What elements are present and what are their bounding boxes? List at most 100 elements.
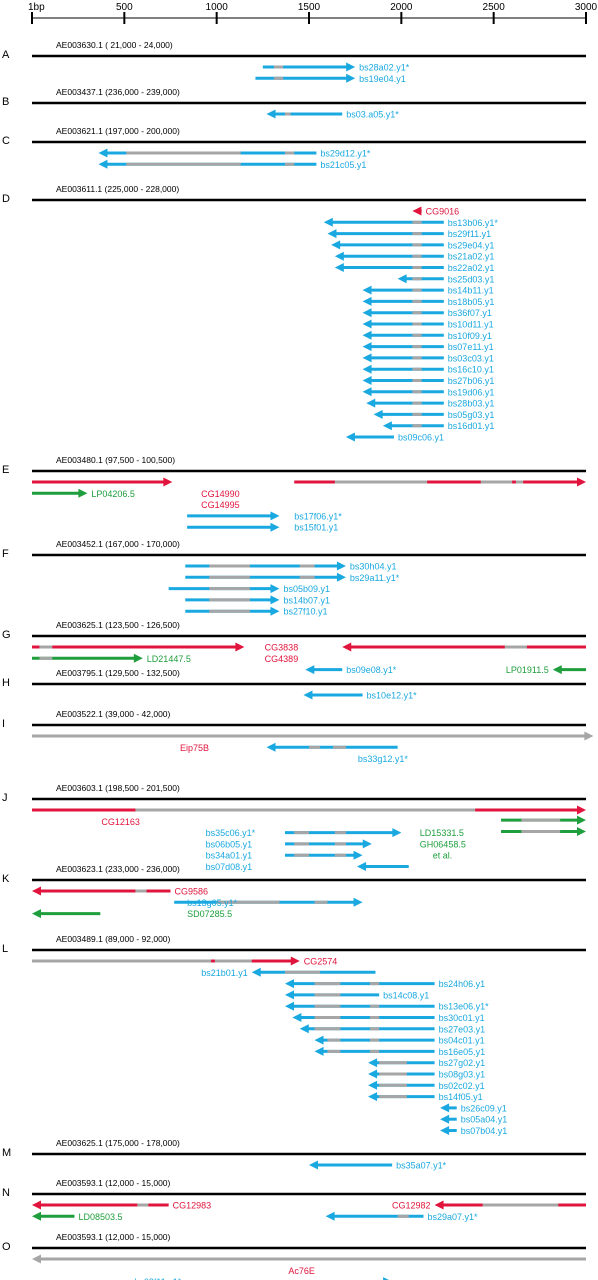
track-label: bs21a02.y1 xyxy=(448,252,495,262)
track-label: bs09e08.y1* xyxy=(346,665,397,675)
alignment-track: bs04c01.y1 xyxy=(314,1035,485,1046)
panel-letter: H xyxy=(2,677,10,689)
track-label: bs07e11.y1 xyxy=(448,342,494,352)
alignment-track: bs21b01.y1 xyxy=(201,967,376,978)
scale-tick-label: 1500 xyxy=(298,2,321,13)
alignment-panels: A AE003630.1 ( 21,000 - 24,000) bs28a02.y1… xyxy=(2,40,594,1280)
alignment-track: bs13b06.y1* xyxy=(323,217,498,228)
alignment-track: bs29a11.y1* xyxy=(185,572,400,583)
track-arrowhead xyxy=(362,839,372,849)
panel-title: AE003489.1 (89,000 - 92,000) xyxy=(56,934,171,944)
panel-c: C AE003621.1 (197,000 - 200,000) bs29d12.y… xyxy=(2,126,586,170)
alignment-track: bs28b03.y1 xyxy=(366,398,495,409)
alignment-track: bs09e08.y1* xyxy=(305,665,397,675)
annotation-label: bs13g05.y1* xyxy=(187,898,238,908)
track-label: bs03c03.y1 xyxy=(448,353,494,363)
alignment-track xyxy=(32,805,586,815)
annotation-label: bs06b05.y1 xyxy=(206,839,253,849)
panel-title: AE003611.1 (225,000 - 228,000) xyxy=(56,184,179,194)
track-arrowhead xyxy=(133,653,143,663)
track-arrowhead xyxy=(577,815,586,825)
alignment-track: bs16c10.y1 xyxy=(362,364,494,375)
alignment-track: bs08g03.y1 xyxy=(368,1069,485,1080)
track-label: bs28b03.y1 xyxy=(448,399,495,409)
track-arrowhead xyxy=(270,511,280,521)
track-arrowhead xyxy=(577,805,586,815)
track-arrowhead xyxy=(577,477,586,487)
panel-f: F AE003452.1 (167,000 - 170,000) bs30h04.y… xyxy=(2,539,586,617)
panel-title: AE003621.1 (197,000 - 200,000) xyxy=(56,126,180,136)
panel-letter: L xyxy=(2,943,8,955)
panel-letter: A xyxy=(2,49,10,61)
alignment-track: bs14b11.y1 xyxy=(362,285,494,296)
track-label: bs25d03.y1 xyxy=(448,274,495,284)
track-label: LP04206.5 xyxy=(91,489,135,499)
alignment-track: bs25d03.y1 xyxy=(397,274,495,284)
alignment-track xyxy=(284,828,402,838)
track-arrowhead xyxy=(362,285,372,295)
alignment-track xyxy=(342,642,586,652)
track-arrowhead xyxy=(270,584,280,594)
panel-title: AE003593.1 (12,000 - 15,000) xyxy=(56,1232,171,1242)
alignment-track: bs03f11.y1* xyxy=(134,1277,389,1280)
track-arrowhead xyxy=(32,1211,41,1221)
track-arrowhead xyxy=(362,330,372,340)
track-label: bs29a07.y1* xyxy=(427,1212,478,1222)
track-label: bs36f07.y1 xyxy=(448,308,492,318)
track-arrowhead xyxy=(346,73,356,83)
track-arrowhead xyxy=(397,274,407,284)
track-arrowhead xyxy=(357,862,367,871)
annotation-label: CG3838 xyxy=(265,643,299,653)
alignment-track: CG9586 xyxy=(32,886,208,897)
track-label: bs27b06.y1 xyxy=(448,376,495,386)
track-label: bs29f11.y1 xyxy=(448,229,491,239)
panel-letter: M xyxy=(2,1147,11,1159)
track-label: bs18b05.y1 xyxy=(448,297,495,307)
track-arrowhead xyxy=(382,421,392,431)
alignment-track: bs07b04.y1 xyxy=(440,1126,507,1136)
alignment-track xyxy=(32,731,594,741)
track-arrowhead xyxy=(336,572,346,582)
alignment-track: bs24h06.y1 xyxy=(284,979,485,989)
track-label: bs10e12.y1* xyxy=(367,691,418,701)
track-arrowhead xyxy=(32,909,41,919)
track-label: bs13e06.y1* xyxy=(439,1002,490,1012)
alignment-track xyxy=(32,1254,586,1264)
track-label: bs16c10.y1 xyxy=(448,365,494,375)
alignment-track: bs30h04.y1 xyxy=(185,561,396,572)
alignment-track: bs26c09.y1 xyxy=(440,1103,507,1113)
alignment-track: bs30c01.y1 xyxy=(292,1013,485,1023)
alignment-track: LD21447.5 xyxy=(32,653,191,664)
annotation-label: CG14990 xyxy=(201,489,240,499)
panel-letter: D xyxy=(2,193,10,205)
track-arrowhead xyxy=(163,477,173,487)
alignment-track: bs09c06.y1 xyxy=(345,432,444,443)
track-arrowhead xyxy=(362,387,372,397)
track-arrowhead xyxy=(284,990,294,1000)
bp-scale: 1bp 500 1000 1500 2000 2500 3000 xyxy=(28,2,598,24)
annotation-label: bs15f01.y1 xyxy=(294,523,338,533)
alignment-track: bs16e05.y1 xyxy=(314,1046,485,1057)
track-arrowhead xyxy=(309,1160,318,1170)
track-arrowhead xyxy=(78,488,88,498)
alignment-track: bs05b09.y1 xyxy=(168,584,330,594)
track-label: bs09c06.y1 xyxy=(398,433,444,443)
track-label: bs19e04.y1 xyxy=(359,74,406,84)
panel-letter: B xyxy=(2,96,9,108)
panel-title: AE003522.1 (39,000 - 42,000) xyxy=(56,709,171,719)
panel-title: AE003437.1 (236,000 - 239,000) xyxy=(56,87,180,97)
alignment-track xyxy=(266,742,398,752)
track-label: LD08503.5 xyxy=(78,1212,122,1222)
panel-e: E AE003480.1 (97,500 - 100,500) LP04206.5 C… xyxy=(2,455,586,533)
track-arrowhead xyxy=(362,296,372,306)
track-arrowhead xyxy=(362,364,372,374)
annotation-label: Ac76E xyxy=(288,1266,315,1276)
track-arrowhead xyxy=(353,897,363,907)
track-label: bs14b07.y1 xyxy=(283,595,330,605)
alignment-track: bs29d12.y1* xyxy=(98,148,371,159)
track-arrowhead xyxy=(270,595,280,605)
track-arrowhead xyxy=(368,1058,378,1068)
track-arrowhead xyxy=(284,979,294,989)
track-label: bs07b04.y1 xyxy=(461,1126,508,1136)
scale-tick-label: 1000 xyxy=(206,2,229,13)
